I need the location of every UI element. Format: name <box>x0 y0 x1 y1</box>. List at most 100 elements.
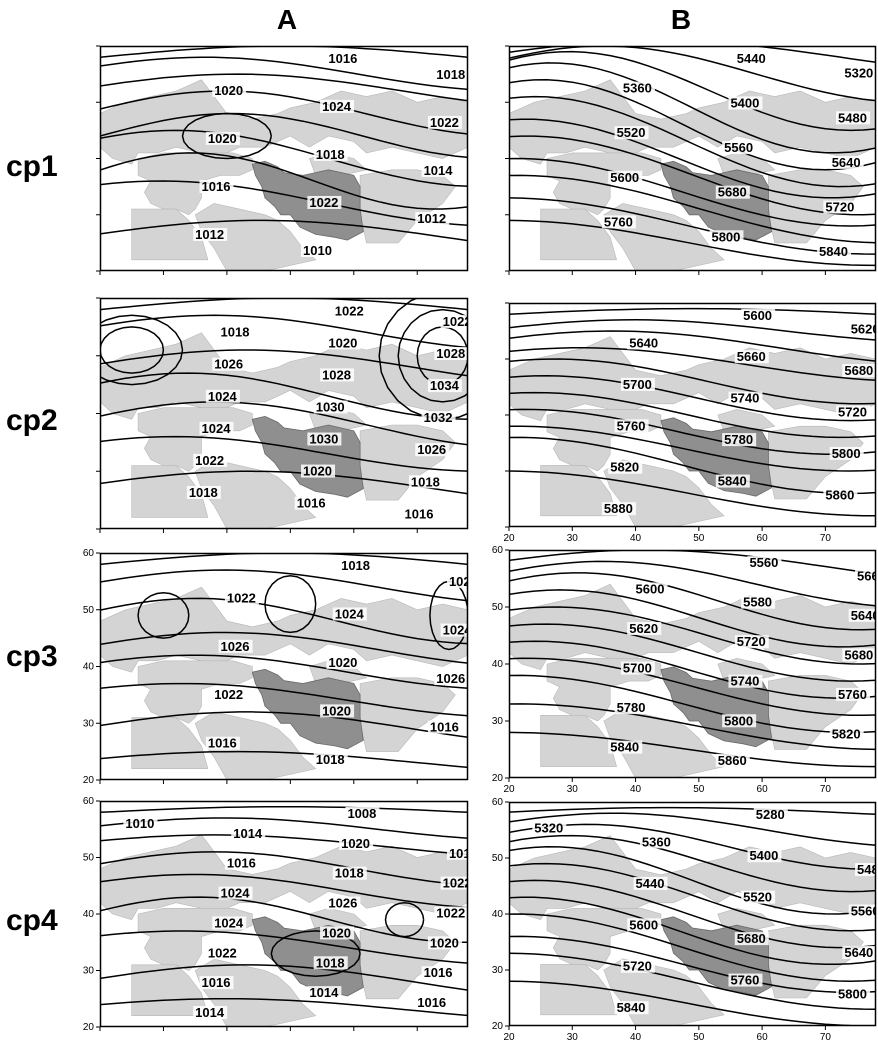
contour-line <box>509 408 876 455</box>
land-shape <box>100 586 468 673</box>
map-svg: 1008101010141020101210161018102210241026… <box>83 796 469 1033</box>
contour-line <box>100 834 468 856</box>
contour-line <box>100 314 184 386</box>
contour-line <box>100 569 468 602</box>
contour-label: 5560 <box>724 140 753 155</box>
contour-line <box>509 470 876 517</box>
contour-label: 5820 <box>832 726 861 741</box>
contour-label: 5580 <box>743 595 772 610</box>
contour-label: 5720 <box>825 200 854 215</box>
contour-label: 1014 <box>309 985 339 1000</box>
contour-label: 5440 <box>636 876 665 891</box>
contour-line <box>181 112 273 160</box>
contour-line <box>100 349 468 377</box>
contour-label: 1026 <box>417 442 446 457</box>
lon-tick-label: 60 <box>757 1032 769 1043</box>
contour-label: 1018 <box>335 866 364 881</box>
contour-label: 1020 <box>341 836 370 851</box>
contour-line <box>509 823 876 870</box>
contour-label: 1022 <box>208 945 237 960</box>
contour-line <box>100 964 468 991</box>
contour-label: 5440 <box>737 51 766 66</box>
contour-line <box>509 95 876 188</box>
contour-label: 5760 <box>730 973 759 988</box>
contour-line <box>378 298 468 421</box>
contour-label: 1026 <box>221 639 250 654</box>
lon-tick-label: 40 <box>630 533 642 544</box>
lat-tick-label: 40 <box>83 662 95 673</box>
land-shape <box>540 715 617 767</box>
contour-label: 5840 <box>617 1000 646 1015</box>
lon-tick-label: 20 <box>503 1032 515 1043</box>
contour-line <box>100 711 468 739</box>
iran-highlight <box>251 668 364 750</box>
contour-label: 1018 <box>341 558 370 573</box>
contour-line <box>509 834 876 893</box>
contour-label: 5480 <box>838 110 867 125</box>
contour-label: 1020 <box>328 655 357 670</box>
contour-label: 1024 <box>443 623 473 638</box>
contour-label: 1016 <box>227 856 256 871</box>
contour-label: 5760 <box>617 418 646 433</box>
contour-label: 1024 <box>335 606 365 621</box>
contour-line <box>509 425 876 472</box>
lat-tick-label: 50 <box>83 853 95 864</box>
map-panel-cp4-b: 5280 5320 5360 5400 5480 5440 5520 5560 5600 5680… <box>492 797 877 1043</box>
contour-line <box>509 50 876 132</box>
contour-line <box>509 589 876 648</box>
land-shape <box>603 709 725 778</box>
contour-label: 5600 <box>743 308 772 323</box>
map-panel-cp3-a: 1018 1020 1022 1024 1024 1026 1020 1026 1022 1020… <box>83 548 469 786</box>
contour-label: 5660 <box>857 568 878 583</box>
contour-label: 5760 <box>604 214 633 229</box>
lat-tick-label: 50 <box>492 602 504 613</box>
contour-line <box>100 873 468 909</box>
contour-label: 1018 <box>411 474 440 489</box>
contour-label: 5520 <box>743 890 772 905</box>
contour-line <box>100 401 468 446</box>
panel-frame <box>508 302 877 528</box>
contour-label: 5680 <box>844 363 873 378</box>
contour-line <box>509 62 876 154</box>
contour-label: 5860 <box>825 487 854 502</box>
contour-label: 1024 <box>202 421 232 436</box>
contour-label: 1010 <box>125 816 154 831</box>
contour-line <box>509 358 876 405</box>
contour-label: 1016 <box>424 965 453 980</box>
contour-line <box>509 46 876 63</box>
contour-label: 1018 <box>316 147 345 162</box>
contour-label: 1030 <box>316 399 345 414</box>
contour-label: 5640 <box>629 335 658 350</box>
contour-label: 5360 <box>642 834 671 849</box>
lon-tick-label: 70 <box>820 533 832 544</box>
lon-tick-label: 40 <box>630 784 642 795</box>
contour-line <box>509 307 876 315</box>
panel-frame <box>99 45 469 272</box>
land-shape <box>131 465 209 518</box>
lon-tick-label: 70 <box>820 784 832 795</box>
contour-label: 1016 <box>405 506 434 521</box>
lon-tick-label: 60 <box>757 533 769 544</box>
contour-line <box>100 435 468 472</box>
contour-label: 5780 <box>724 432 753 447</box>
panel-frame <box>508 801 877 1027</box>
contour-label: 1016 <box>208 736 237 751</box>
contour-label: 5700 <box>623 661 652 676</box>
contour-label: 1028 <box>436 346 465 361</box>
contour-label: 1014 <box>233 826 263 841</box>
contour-label: 1026 <box>436 671 465 686</box>
contour-label: 5880 <box>604 501 633 516</box>
contour-label: 5680 <box>718 185 747 200</box>
contour-line <box>100 219 468 242</box>
map-svg: 1016 1018 1020 1024 1022 1020 1018 1014 1016 1022… <box>96 45 469 275</box>
land-shape <box>100 834 468 921</box>
contour-line <box>509 391 876 439</box>
lon-tick-label: 20 <box>503 533 515 544</box>
lat-tick-label: 20 <box>492 773 504 784</box>
contour-label: 5640 <box>851 608 878 623</box>
contour-line <box>100 470 468 495</box>
contour-line <box>509 640 876 699</box>
panel-frame <box>508 45 877 272</box>
contour-label: 1010 <box>303 243 332 258</box>
panel-frame <box>99 297 469 530</box>
